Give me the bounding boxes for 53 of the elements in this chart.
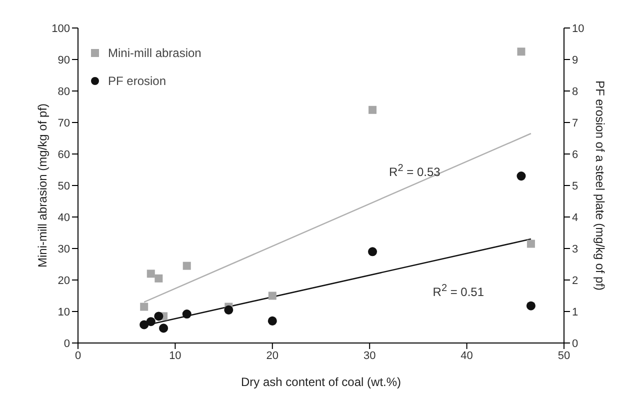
y-tick-label: 90 <box>58 54 70 66</box>
point <box>516 172 526 181</box>
y2-tick-label: 5 <box>572 180 578 192</box>
point <box>182 310 192 319</box>
y-tick-label: 0 <box>64 338 70 350</box>
x-axis-title: Dry ash content of coal (wt.%) <box>240 375 402 389</box>
y2-tick-label: 1 <box>572 306 578 318</box>
x-tick-label: 10 <box>169 350 182 362</box>
point <box>268 316 277 326</box>
annotation: R$^{2}$ = 0.53 <box>389 163 440 180</box>
x-tick-label: 30 <box>363 350 376 362</box>
point <box>368 247 378 256</box>
y-tick-label: 50 <box>58 180 70 192</box>
point <box>140 320 149 330</box>
y2-tick-label: 2 <box>572 274 578 287</box>
y2-tick-label: 0 <box>572 338 578 350</box>
point <box>146 270 155 278</box>
y2-axis-title: PF erosion of a steel plate (mg/kg of pf) <box>592 80 607 291</box>
y-axis-title: Mini-mill abrasion (mg/kg of pf) <box>35 103 50 268</box>
point <box>368 106 377 114</box>
y2-tick-label: 9 <box>572 54 578 66</box>
x-tick-label: 40 <box>460 350 473 362</box>
y-tick-label: 80 <box>58 86 70 98</box>
point <box>154 312 164 321</box>
point <box>182 262 191 270</box>
point <box>146 317 156 326</box>
y2-tick-label: 6 <box>572 148 578 161</box>
annotation: R$^{2}$ = 0.51 <box>432 283 484 300</box>
legend-label: Mini-mill abrasion <box>108 46 202 60</box>
point <box>517 48 526 56</box>
y-tick-label: 40 <box>58 212 70 224</box>
y2-tick-label: 10 <box>572 22 584 35</box>
point <box>526 240 535 248</box>
y-tick-label: 100 <box>52 22 70 35</box>
y2-tick-label: 4 <box>572 212 578 224</box>
y-tick-label: 30 <box>58 243 70 256</box>
y-tick-label: 10 <box>58 306 70 318</box>
x-tick-label: 0 <box>74 350 82 362</box>
point <box>224 305 234 314</box>
point <box>154 274 163 282</box>
x-tick-label: 20 <box>266 350 279 362</box>
y2-tick-label: 3 <box>572 243 578 256</box>
x-tick-label: 50 <box>558 350 570 362</box>
legend-label: PF erosion <box>108 74 166 88</box>
point <box>526 301 536 310</box>
y2-tick-label: 8 <box>572 86 578 98</box>
y-tick-label: 70 <box>58 117 70 130</box>
y-tick-label: 20 <box>58 274 70 287</box>
y2-tick-label: 7 <box>572 117 578 130</box>
point <box>268 292 276 300</box>
y-tick-label: 60 <box>58 148 70 161</box>
point <box>140 302 148 311</box>
point <box>159 324 168 333</box>
